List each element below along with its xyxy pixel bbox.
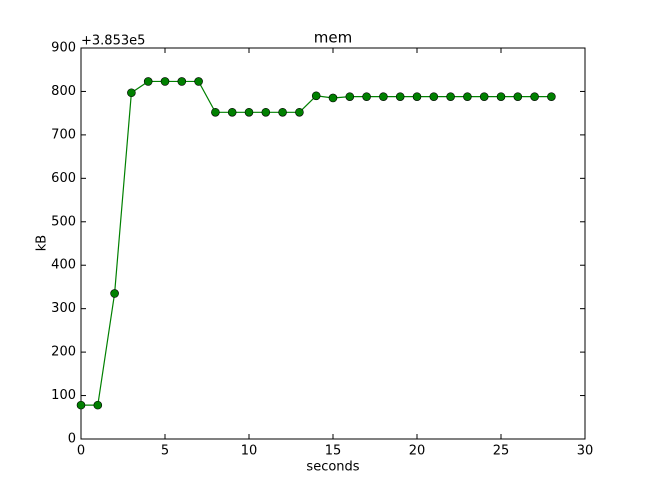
y-tick-label: 0 bbox=[68, 432, 76, 447]
x-axis-label: seconds bbox=[306, 460, 359, 475]
y-tick-label: 500 bbox=[51, 214, 76, 229]
y-tick-label: 600 bbox=[51, 171, 76, 186]
data-point bbox=[479, 92, 489, 101]
x-tick-label: 5 bbox=[161, 444, 169, 459]
data-point bbox=[345, 92, 355, 101]
data-point bbox=[379, 92, 388, 101]
data-point bbox=[496, 92, 506, 101]
data-point bbox=[93, 400, 103, 410]
x-tick-label: 0 bbox=[77, 444, 85, 459]
y-tick-label: 700 bbox=[51, 127, 76, 142]
plot-frame bbox=[80, 47, 586, 440]
data-point bbox=[177, 77, 187, 86]
x-tick-label: 25 bbox=[493, 444, 510, 459]
y-axis-label: kB bbox=[35, 235, 50, 251]
x-tick-label: 20 bbox=[409, 444, 426, 459]
chart-title: mem bbox=[314, 29, 352, 47]
y-tick-label: 900 bbox=[51, 41, 76, 56]
data-point bbox=[261, 107, 271, 117]
data-point bbox=[194, 77, 203, 86]
offset-text: +3.853e5 bbox=[81, 34, 145, 49]
y-tick-label: 200 bbox=[51, 345, 76, 360]
data-point bbox=[328, 93, 338, 103]
data-point bbox=[362, 92, 371, 101]
data-point bbox=[311, 91, 321, 101]
data-point bbox=[244, 107, 254, 117]
data-point bbox=[127, 88, 136, 98]
y-tick-label: 300 bbox=[51, 301, 76, 316]
data-point bbox=[446, 92, 455, 101]
data-point bbox=[395, 92, 405, 101]
y-tick-label: 400 bbox=[51, 258, 76, 273]
data-point bbox=[513, 92, 523, 101]
data-point bbox=[530, 92, 539, 101]
data-point bbox=[547, 92, 556, 101]
data-point bbox=[429, 92, 439, 101]
y-tick-label: 100 bbox=[51, 388, 76, 403]
y-tick-label: 800 bbox=[51, 84, 76, 99]
data-point bbox=[211, 107, 220, 117]
x-tick-label: 30 bbox=[577, 444, 594, 459]
x-tick-label: 10 bbox=[241, 444, 258, 459]
data-point bbox=[278, 107, 287, 117]
data-point bbox=[295, 107, 304, 117]
data-point bbox=[76, 400, 86, 410]
data-point bbox=[227, 107, 237, 117]
x-tick-label: 15 bbox=[325, 444, 342, 459]
data-point bbox=[110, 289, 119, 298]
data-point bbox=[160, 77, 170, 86]
data-point bbox=[412, 92, 422, 101]
data-point bbox=[463, 92, 472, 101]
data-point bbox=[143, 77, 153, 86]
